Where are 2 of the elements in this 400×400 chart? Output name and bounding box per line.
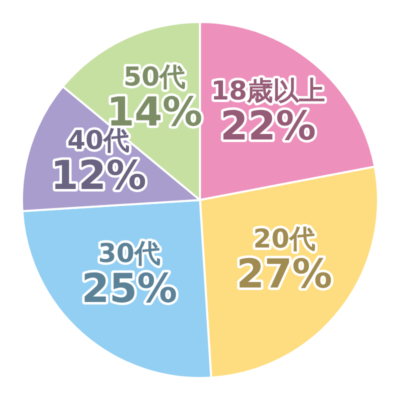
data-label: 12% <box>50 152 146 199</box>
slice-label: 50代 <box>123 62 186 92</box>
